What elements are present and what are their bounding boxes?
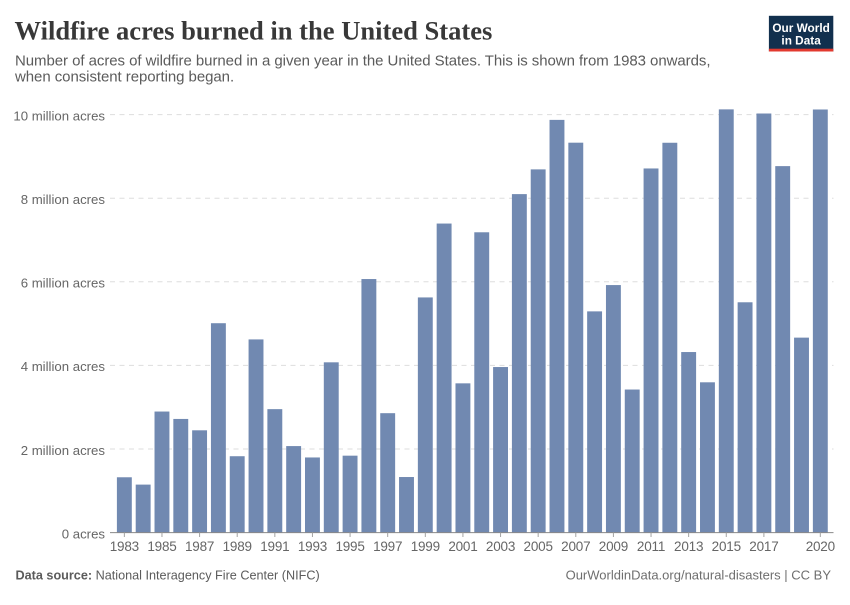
svg-text:0 acres: 0 acres xyxy=(62,526,106,541)
svg-text:2015: 2015 xyxy=(712,539,741,554)
svg-text:2005: 2005 xyxy=(524,539,553,554)
svg-text:Number of acres of wildfire bu: Number of acres of wildfire burned in a … xyxy=(15,53,710,70)
svg-text:when consistent reporting bega: when consistent reporting began. xyxy=(14,68,234,85)
svg-text:Our World: Our World xyxy=(772,21,829,35)
svg-text:2017: 2017 xyxy=(749,539,778,554)
svg-text:8 million acres: 8 million acres xyxy=(21,192,106,207)
svg-text:1997: 1997 xyxy=(373,539,402,554)
svg-text:10 million acres: 10 million acres xyxy=(13,108,105,123)
svg-text:in Data: in Data xyxy=(781,34,821,48)
svg-text:2003: 2003 xyxy=(486,539,515,554)
svg-text:1987: 1987 xyxy=(185,539,214,554)
svg-text:6 million acres: 6 million acres xyxy=(21,276,106,291)
svg-text:2 million acres: 2 million acres xyxy=(21,443,106,458)
svg-text:2007: 2007 xyxy=(561,539,590,554)
svg-text:4 million acres: 4 million acres xyxy=(21,359,106,374)
svg-text:1989: 1989 xyxy=(223,539,252,554)
svg-text:Data source: National Interage: Data source: National Interagency Fire C… xyxy=(16,569,320,583)
svg-text:2011: 2011 xyxy=(637,539,665,554)
svg-text:1999: 1999 xyxy=(411,539,440,554)
svg-text:1983: 1983 xyxy=(110,539,139,554)
svg-text:1991: 1991 xyxy=(260,539,289,554)
svg-text:2020: 2020 xyxy=(806,539,835,554)
svg-text:2009: 2009 xyxy=(599,539,628,554)
svg-text:Wildfire acres burned in the U: Wildfire acres burned in the United Stat… xyxy=(15,15,493,45)
svg-text:2013: 2013 xyxy=(674,539,703,554)
svg-text:2001: 2001 xyxy=(448,539,477,554)
svg-text:1995: 1995 xyxy=(335,539,364,554)
svg-text:1985: 1985 xyxy=(147,539,176,554)
svg-text:1993: 1993 xyxy=(298,539,327,554)
svg-text:OurWorldinData.org/natural-dis: OurWorldinData.org/natural-disasters | C… xyxy=(566,568,832,583)
